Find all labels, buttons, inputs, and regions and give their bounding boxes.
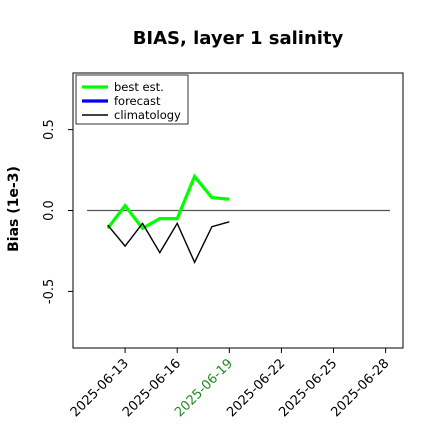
- y-tick-label: 0.5: [42, 119, 57, 140]
- y-tick-label: 0.0: [42, 200, 57, 221]
- plot-area-frame: [72, 72, 404, 349]
- series-line-best-est: [106, 173, 230, 231]
- y-tick-label: -0.5: [42, 279, 57, 304]
- legend-label: climatology: [114, 108, 181, 122]
- series-line-climatology: [107, 221, 230, 264]
- chart-title: BIAS, layer 1 salinity: [133, 28, 344, 49]
- legend-label: forecast: [114, 94, 161, 108]
- legend-label: best est.: [114, 80, 164, 94]
- y-axis-label: Bias (1e-3): [6, 166, 22, 252]
